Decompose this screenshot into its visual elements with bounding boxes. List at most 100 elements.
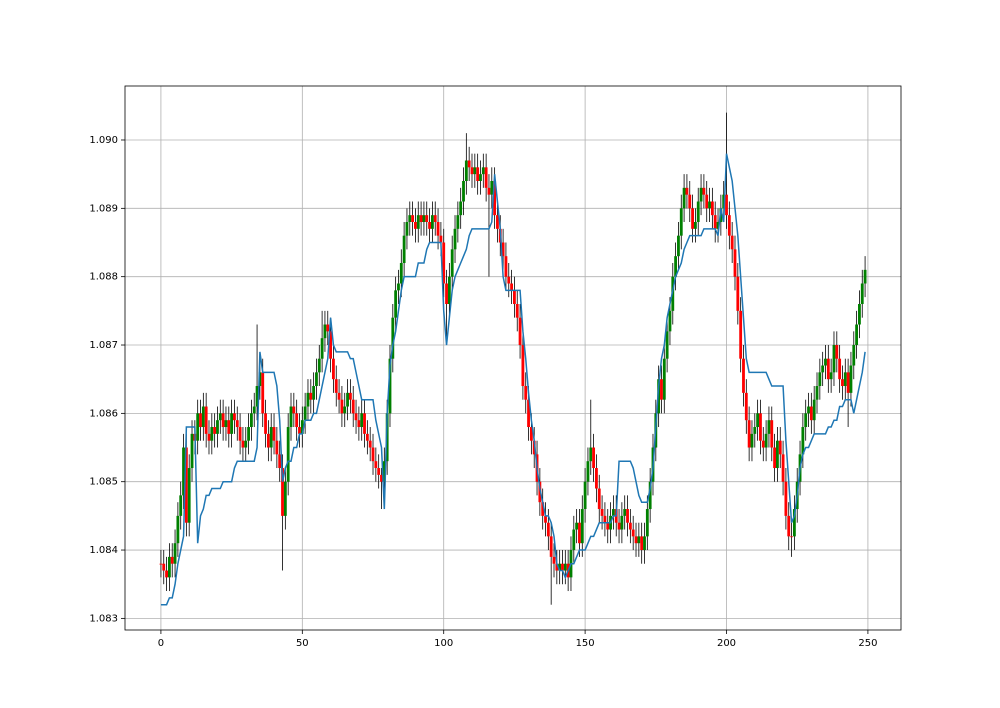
candle-body [230,413,234,434]
candle-body [558,563,562,571]
candle-body [213,427,217,434]
candle-body [416,215,420,229]
candle-body [247,427,250,441]
candle-body [170,556,174,564]
candle-body [476,167,480,181]
candle-body [812,399,816,421]
candle-body [334,379,338,393]
candle-body [677,235,680,257]
candle-body [298,427,301,434]
candle-body [504,256,508,277]
candle-body [436,222,440,236]
candle-body [354,413,358,421]
candle-body [713,215,717,229]
candle-body [210,427,214,441]
candle-body [462,180,465,202]
candle-body [266,433,270,448]
candle-body [190,433,194,469]
candle-body [716,222,720,229]
candle-body [199,413,202,428]
candle-body [343,406,347,414]
x-tick-label: 150 [576,638,595,649]
candle-body [668,310,672,332]
candle-body [784,481,788,516]
candle-body [227,420,231,434]
candle-body [682,187,686,209]
candle-body [216,420,219,434]
candle-body [397,283,400,291]
candle-body [835,345,839,359]
candle-body [826,358,830,380]
candle-body [764,433,768,448]
candle-body [521,345,525,387]
candle-body [507,276,511,284]
candle-body [515,304,519,318]
candle-body [320,338,324,359]
candle-body [790,536,793,538]
candle-body [747,420,751,448]
candle-body [611,509,615,516]
candle-body [807,406,810,414]
candle-body [295,413,299,428]
candle-body [309,392,313,400]
candle-body [278,454,282,469]
candle-body [329,331,333,359]
candle-body [255,386,259,407]
candle-body [529,427,533,441]
candle-body [233,413,236,421]
candle-body [326,324,330,332]
candle-body [447,276,451,305]
candle-body [648,481,652,510]
candle-body [377,468,381,475]
candle-body [821,365,825,373]
candle-body [484,167,488,188]
candle-body [176,515,180,544]
candle-body [705,194,709,209]
candle-body [493,180,497,216]
candle-body [467,160,471,168]
y-tick-label: 1.084 [89,545,118,556]
candle-body [337,392,341,400]
candle-body [855,324,859,346]
candle-body [238,427,242,441]
candle-body [300,420,304,434]
candle-body [405,222,409,236]
candle-body [725,194,728,216]
candle-body [368,440,372,448]
candle-body [490,180,494,195]
y-tick-label: 1.087 [89,340,118,351]
candle-body [702,187,706,195]
y-tick-label: 1.086 [89,408,118,419]
x-tick-label: 250 [858,638,877,649]
candle-body [167,556,171,578]
candle-body [414,222,417,229]
candle-body [269,427,273,448]
candle-body [603,515,607,523]
candle-body [165,570,168,578]
candle-body [312,386,316,400]
candle-body [631,529,635,537]
candle-body [572,529,576,551]
candle-body [323,324,327,339]
candle-body [665,331,669,359]
x-tick-label: 200 [717,638,736,649]
candle-body [391,317,395,359]
candle-body [753,427,757,434]
candle-body [620,515,624,530]
candle-body [829,372,833,380]
candle-body [773,447,777,469]
candle-body [252,406,256,414]
candle-body [552,556,556,564]
candle-body [846,372,850,393]
candle-body [643,536,646,551]
candle-body [742,358,745,393]
candle-body [756,413,760,428]
candle-body [776,440,779,469]
candle-body [348,392,352,400]
candle-body [626,509,629,523]
candle-body [513,290,516,305]
candle-body [549,536,553,557]
candle-body [470,167,474,175]
candle-body [637,536,641,544]
candle-body [439,235,443,243]
